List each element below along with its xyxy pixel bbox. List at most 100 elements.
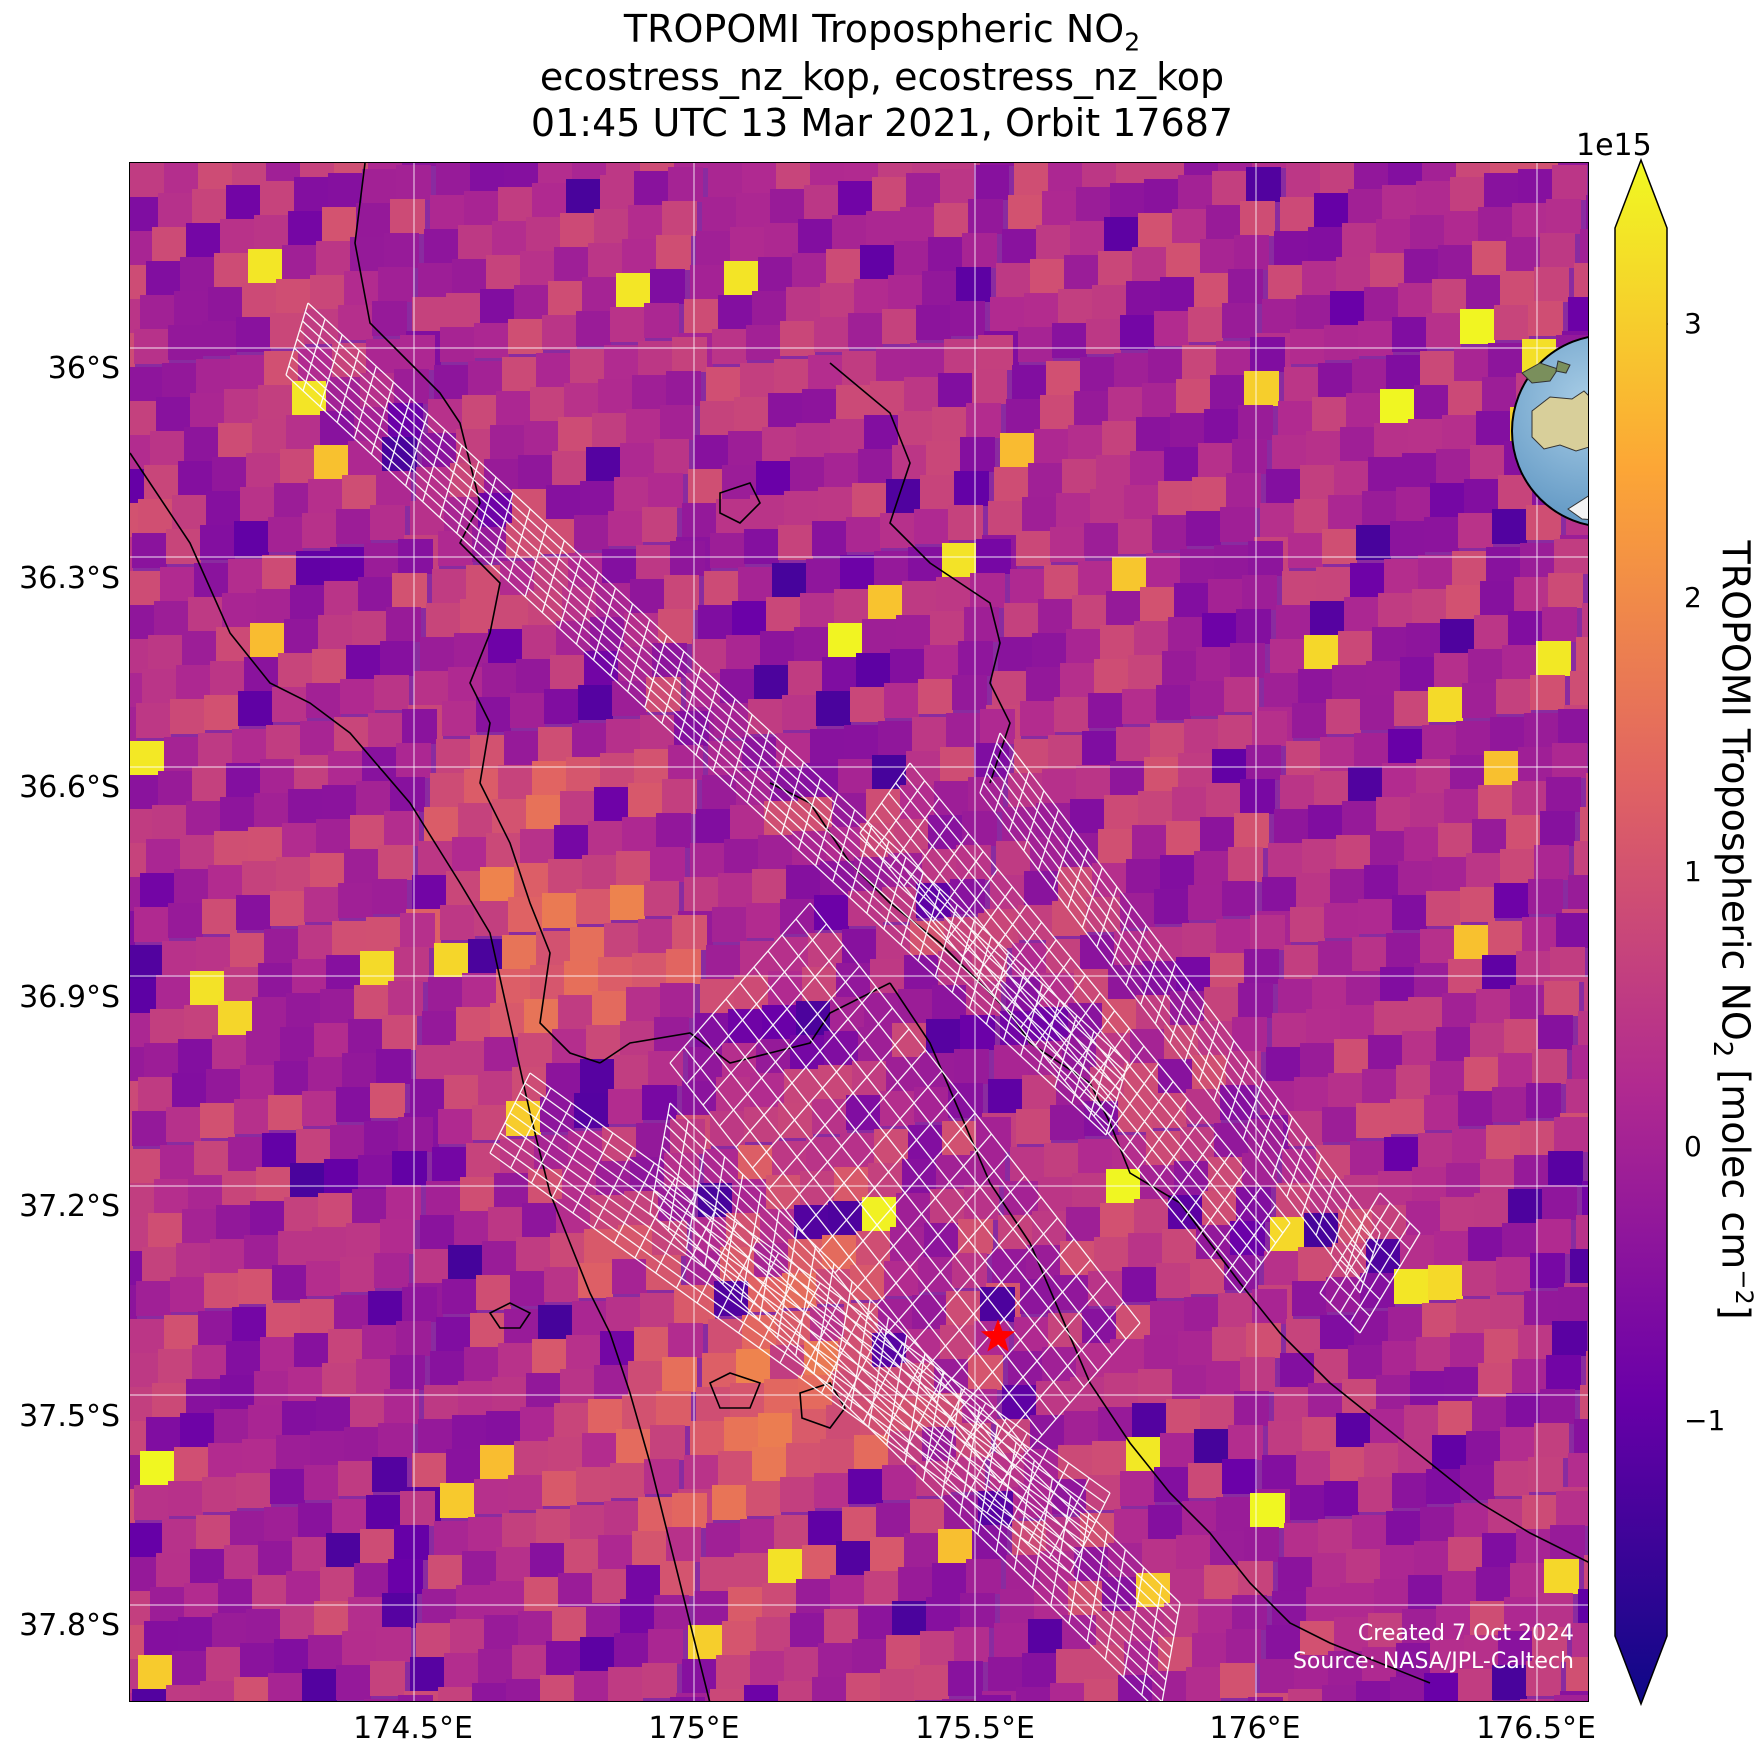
no2-pixel: [364, 543, 399, 578]
no2-pixel: [980, 1287, 1015, 1322]
no2-pixel: [850, 687, 885, 722]
no2-pixel: [1202, 613, 1237, 648]
no2-pixel: [650, 847, 685, 882]
no2-pixel: [760, 631, 795, 666]
no2-map[interactable]: Created 7 Oct 2024 Source: NASA/JPL-Calt…: [129, 162, 1589, 1702]
no2-pixel: [150, 431, 185, 466]
no2-pixel: [952, 675, 987, 710]
no2-pixel: [654, 1595, 689, 1630]
no2-pixel: [538, 163, 573, 184]
no2-pixel: [1122, 689, 1157, 724]
no2-pixel: [622, 817, 657, 852]
no2-pixel: [740, 941, 775, 976]
no2-pixel: [260, 1337, 295, 1372]
no2-pixel: [248, 827, 283, 862]
no2-pixel: [130, 1217, 149, 1252]
no2-pixel: [920, 475, 955, 510]
no2-pixel: [1284, 367, 1319, 402]
no2-pixel: [878, 163, 913, 178]
no2-pixel: [340, 1257, 375, 1292]
no2-pixel: [814, 317, 849, 352]
no2-pixel: [364, 1699, 399, 1701]
no2-pixel: [1414, 385, 1449, 420]
no2-pixel: [1288, 533, 1323, 568]
no2-pixel: [824, 453, 859, 488]
no2-pixel: [790, 457, 825, 492]
no2-pixel: [1584, 1555, 1588, 1590]
no2-pixel: [1110, 183, 1145, 218]
no2-pixel: [546, 1063, 581, 1098]
no2-pixel: [666, 1527, 701, 1562]
no2-pixel: [1194, 273, 1229, 308]
no2-pixel: [282, 245, 317, 280]
no2-pixel: [822, 1235, 857, 1270]
no2-pixel: [766, 597, 801, 632]
lat-label-36-9s: 36.9°S: [19, 980, 120, 1015]
no2-pixel: [1452, 551, 1487, 586]
no2-pixel: [636, 1701, 671, 1702]
no2-pixel: [1346, 393, 1381, 428]
no2-pixel: [1104, 1373, 1139, 1408]
no2-pixel: [804, 185, 839, 220]
no2-pixel: [130, 1183, 155, 1218]
no2-pixel: [1402, 1609, 1437, 1644]
no2-pixel: [1360, 695, 1395, 730]
no2-pixel: [1450, 1333, 1485, 1368]
no2-pixel: [1326, 699, 1361, 734]
no2-pixel: [1358, 899, 1393, 934]
no2-pixel: [1442, 993, 1477, 1028]
no2-pixel: [1408, 997, 1443, 1032]
no2-pixel: [130, 1421, 147, 1456]
no2-pixel: [1370, 253, 1405, 288]
no2-pixel: [818, 1643, 853, 1678]
no2-pixel: [286, 415, 321, 450]
no2-pixel: [702, 197, 737, 232]
no2-pixel: [1164, 447, 1199, 482]
no2-pixel: [1274, 231, 1309, 266]
no2-pixel: [1524, 163, 1559, 170]
no2-pixel: [1050, 1683, 1085, 1701]
no2-pixel: [904, 955, 939, 990]
no2-pixel: [1262, 299, 1297, 334]
no2-pixel: [1132, 247, 1167, 282]
no2-pixel: [174, 1447, 209, 1482]
no2-pixel: [688, 469, 723, 504]
no2-pixel: [1178, 753, 1213, 788]
no2-pixel: [936, 577, 971, 612]
no2-pixel: [1440, 1197, 1475, 1232]
no2-pixel: [598, 379, 633, 414]
no2-pixel: [234, 1099, 269, 1134]
no2-pixel: [1008, 773, 1043, 808]
no2-pixel: [660, 1561, 695, 1596]
no2-pixel: [280, 449, 315, 484]
no2-pixel: [778, 1681, 813, 1701]
no2-pixel: [178, 1039, 213, 1074]
no2-pixel: [240, 487, 275, 522]
no2-pixel: [672, 1493, 707, 1528]
no2-pixel: [1424, 1095, 1459, 1130]
no2-pixel: [1228, 269, 1263, 304]
no2-pixel: [1182, 1501, 1217, 1536]
no2-pixel: [1576, 637, 1588, 672]
no2-pixel: [152, 227, 187, 262]
no2-pixel: [436, 1317, 471, 1352]
no2-pixel: [670, 1697, 705, 1701]
no2-pixel: [424, 229, 459, 264]
no2-pixel: [962, 233, 997, 268]
no2-pixel: [768, 1549, 803, 1584]
no2-pixel: [1534, 845, 1569, 880]
no2-pixel: [244, 1235, 279, 1270]
no2-pixel: [1034, 429, 1069, 464]
no2-pixel: [1234, 813, 1269, 848]
no2-pixel: [1182, 345, 1217, 380]
no2-pixel: [172, 1073, 207, 1108]
no2-pixel: [1364, 287, 1399, 322]
no2-pixel: [524, 421, 559, 456]
no2-pixel: [1578, 1011, 1588, 1046]
no2-pixel: [1008, 195, 1043, 230]
no2-pixel: [1116, 1305, 1151, 1340]
no2-pixel: [1390, 521, 1425, 556]
no2-pixel: [948, 505, 983, 540]
no2-pixel: [964, 1185, 999, 1220]
no2-pixel: [1580, 807, 1588, 842]
